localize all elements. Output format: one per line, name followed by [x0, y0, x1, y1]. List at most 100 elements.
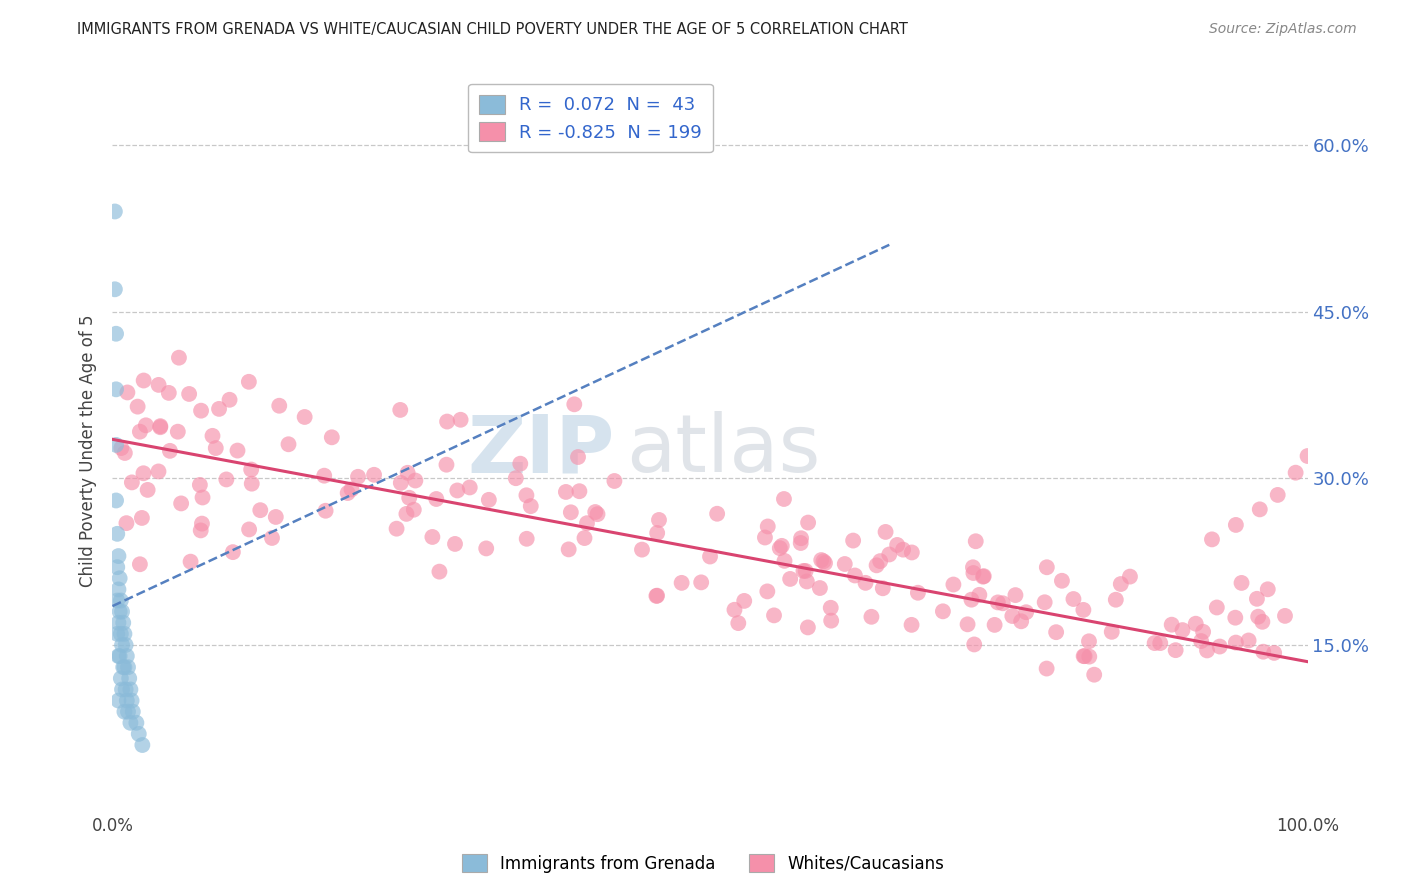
Point — [110, 441, 132, 455]
Point — [1201, 533, 1223, 547]
Point — [149, 419, 172, 434]
Point — [118, 671, 141, 685]
Point — [671, 575, 693, 590]
Point — [188, 478, 211, 492]
Point — [763, 608, 786, 623]
Point — [148, 377, 170, 392]
Point — [105, 526, 128, 541]
Point — [107, 693, 129, 707]
Point — [314, 468, 336, 483]
Point — [226, 443, 249, 458]
Text: atlas: atlas — [627, 411, 821, 490]
Point — [105, 560, 128, 574]
Point — [131, 511, 153, 525]
Point — [114, 682, 136, 697]
Point — [170, 496, 193, 510]
Point — [115, 693, 138, 707]
Point — [901, 545, 924, 559]
Point — [1263, 646, 1285, 660]
Point — [398, 491, 420, 505]
Point — [204, 441, 226, 455]
Legend: R =  0.072  N =  43, R = -0.825  N = 199: R = 0.072 N = 43, R = -0.825 N = 199 — [468, 84, 713, 153]
Point — [240, 476, 263, 491]
Point — [128, 727, 150, 741]
Point — [792, 564, 814, 578]
Point — [907, 586, 929, 600]
Point — [1230, 576, 1253, 591]
Point — [114, 705, 135, 719]
Point — [603, 474, 626, 488]
Point — [942, 577, 965, 591]
Point — [321, 430, 343, 444]
Point — [1073, 603, 1095, 617]
Point — [554, 485, 576, 500]
Point — [222, 545, 245, 559]
Point — [1296, 449, 1319, 463]
Point — [429, 565, 451, 579]
Point — [1004, 588, 1026, 602]
Point — [208, 401, 231, 416]
Point — [117, 660, 139, 674]
Point — [505, 471, 527, 485]
Point — [240, 462, 263, 476]
Point — [855, 575, 877, 590]
Point — [277, 437, 299, 451]
Point — [568, 484, 591, 499]
Point — [1249, 502, 1271, 516]
Point — [1143, 636, 1166, 650]
Point — [132, 374, 155, 388]
Point — [972, 570, 994, 584]
Point — [790, 531, 813, 545]
Point — [446, 483, 468, 498]
Point — [586, 507, 609, 521]
Point — [820, 614, 842, 628]
Point — [557, 542, 579, 557]
Point — [1036, 560, 1059, 574]
Point — [111, 638, 134, 652]
Point — [385, 522, 408, 536]
Point — [813, 554, 835, 568]
Point — [1119, 569, 1142, 583]
Point — [107, 582, 129, 597]
Point — [121, 693, 143, 707]
Point — [114, 446, 136, 460]
Point — [436, 458, 458, 472]
Point — [249, 503, 271, 517]
Point — [872, 581, 894, 595]
Y-axis label: Child Poverty Under the Age of 5: Child Poverty Under the Age of 5 — [79, 314, 97, 587]
Point — [932, 604, 955, 618]
Point — [110, 627, 132, 641]
Point — [1189, 634, 1212, 648]
Point — [900, 618, 922, 632]
Point — [1225, 635, 1247, 649]
Point — [1251, 615, 1274, 629]
Point — [269, 399, 291, 413]
Point — [808, 581, 831, 595]
Point — [121, 705, 143, 719]
Point — [107, 549, 129, 563]
Point — [1267, 488, 1289, 502]
Point — [756, 519, 779, 533]
Point — [190, 403, 212, 417]
Point — [166, 425, 188, 439]
Point — [1010, 615, 1032, 629]
Point — [886, 538, 908, 552]
Point — [110, 593, 132, 607]
Point — [136, 483, 159, 497]
Point — [260, 531, 283, 545]
Point — [117, 385, 139, 400]
Point — [108, 571, 131, 585]
Point — [201, 429, 224, 443]
Point — [1078, 649, 1101, 664]
Point — [987, 595, 1010, 609]
Point — [117, 705, 139, 719]
Point — [436, 415, 458, 429]
Point — [111, 605, 134, 619]
Point — [110, 671, 132, 685]
Point — [699, 549, 721, 564]
Point — [814, 556, 837, 570]
Point — [444, 537, 467, 551]
Point — [733, 594, 755, 608]
Text: Source: ZipAtlas.com: Source: ZipAtlas.com — [1209, 22, 1357, 37]
Point — [402, 502, 425, 516]
